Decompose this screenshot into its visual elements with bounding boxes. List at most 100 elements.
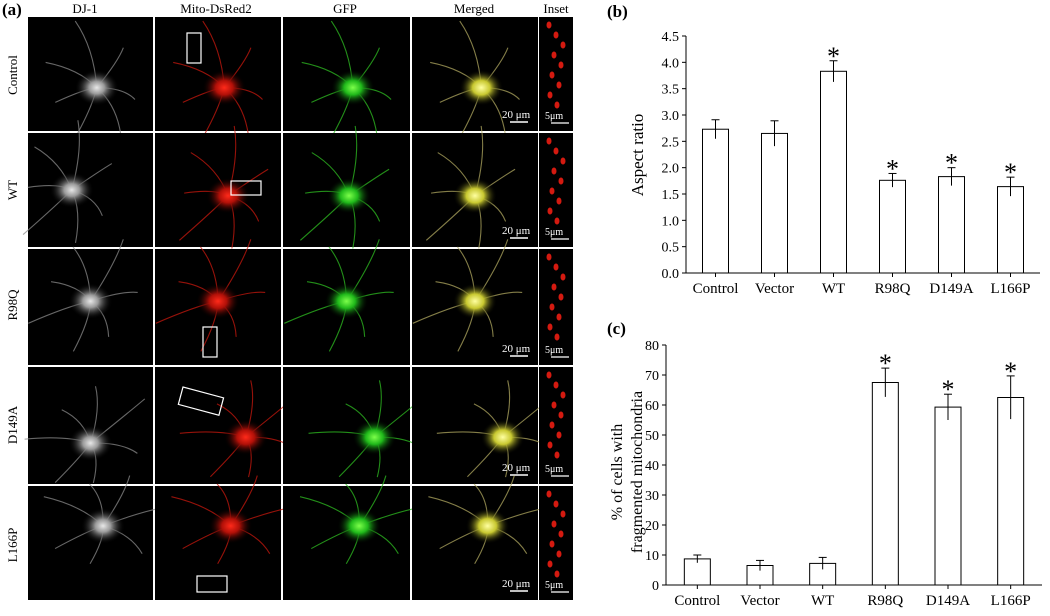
micrograph-grid: 20 μm 5μm 20 μm 5μm 20 μm 5μm 20 μm 5μm 20 μm 5μm — [22, 17, 573, 600]
x-tick-label: R98Q — [875, 281, 911, 297]
column-header-gfp: GFP — [333, 1, 357, 16]
bar-control — [683, 558, 711, 586]
x-tick-label: L166P — [991, 593, 1031, 609]
micrograph-r98q-gfp — [283, 239, 410, 365]
y-tick-label: 60 — [645, 399, 659, 414]
chart-c: 0 10 20 30 40 50 60 70 80 Control Vector WT * R98Q * D1… — [645, 339, 1042, 609]
row-label-r98q: R98Q — [5, 289, 20, 321]
micrograph-wt-mito-dsred2 — [155, 125, 281, 249]
x-tick-label: WT — [822, 281, 845, 297]
panel-c: (c) % of cells with fragmented mitochond… — [607, 319, 1042, 609]
y-tick-label: 70 — [645, 369, 659, 384]
micrograph-d149a-inset: 5μm — [539, 367, 573, 484]
x-tick-label: D149A — [926, 593, 970, 609]
significance-marker: * — [879, 349, 892, 378]
micrograph-d149a-mito-dsred2 — [155, 367, 301, 484]
panel-b: (b) Aspect ratio 0.0 0.5 1.0 1.5 2.0 2.5 3.0 3.… — [607, 2, 1040, 297]
x-tick-label: L166P — [990, 281, 1030, 297]
y-tick-label: 3.5 — [662, 83, 680, 98]
row-label-d149a: D149A — [5, 405, 20, 444]
significance-marker: * — [945, 149, 958, 178]
y-tick-label: 80 — [645, 339, 659, 354]
scale-bar-label: 20 μm — [502, 462, 531, 474]
inset-scale-bar-label: 5μm — [545, 345, 563, 356]
micrograph-r98q-merged: 20 μm — [412, 239, 538, 365]
x-tick-label: D149A — [929, 281, 973, 297]
bar-r98q — [871, 382, 899, 586]
y-tick-label: 1.0 — [662, 214, 680, 229]
micrograph-d149a-dj-1 — [24, 367, 153, 484]
micrograph-r98q-inset: 5μm — [539, 249, 573, 365]
column-header-merged: Merged — [454, 1, 495, 16]
significance-marker: * — [942, 375, 955, 404]
column-header-inset: Inset — [543, 1, 569, 16]
row-labels: Control WT R98Q D149A L166P — [5, 55, 20, 563]
y-tick-label: 4.5 — [662, 30, 680, 45]
column-headers: DJ-1 Mito-DsRed2 GFP Merged Inset — [72, 1, 569, 16]
micrograph-l166p-inset: 5μm — [539, 486, 573, 600]
micrograph-d149a-merged: 20 μm — [412, 367, 558, 484]
x-tick-label: WT — [811, 593, 834, 609]
y-tick-label: 40 — [645, 459, 659, 474]
micrograph-wt-merged: 20 μm — [412, 125, 538, 249]
y-tick-label: 2.5 — [662, 135, 680, 150]
x-tick-label: Control — [693, 281, 739, 297]
bar-wt — [820, 70, 847, 274]
significance-marker: * — [1004, 158, 1017, 187]
micrograph-wt-dj-1 — [22, 120, 153, 247]
scale-bar-label: 20 μm — [502, 578, 531, 590]
y-tick-label: 3.0 — [662, 109, 680, 124]
significance-marker: * — [886, 154, 899, 183]
row-label-control: Control — [5, 55, 20, 95]
panel-b-label: (b) — [607, 2, 628, 21]
panel-a: (a) DJ-1 Mito-DsRed2 GFP Merged Inset Co… — [2, 0, 573, 600]
micrograph-control-merged: 20 μm — [412, 17, 538, 148]
row-label-l166p: L166P — [5, 528, 20, 563]
bar-r98q — [879, 179, 906, 274]
scale-bar-label: 20 μm — [502, 225, 531, 237]
inset-scale-bar-label: 5μm — [545, 111, 563, 122]
inset-scale-bar-label: 5μm — [545, 464, 563, 475]
significance-marker: * — [827, 42, 840, 71]
scale-bar-label: 20 μm — [502, 109, 531, 121]
y-tick-label: 0.0 — [662, 267, 680, 282]
y-tick-label: 20 — [645, 519, 659, 534]
micrograph-l166p-gfp — [283, 475, 427, 600]
micrograph-l166p-mito-dsred2 — [155, 475, 298, 600]
inset-scale-bar-label: 5μm — [545, 580, 563, 591]
x-tick-label: Vector — [755, 281, 794, 297]
micrograph-control-inset: 5μm — [539, 17, 573, 131]
bar-vector — [761, 132, 788, 274]
micrograph-r98q-dj-1 — [28, 239, 153, 365]
y-tick-label: 4.0 — [662, 56, 680, 71]
micrograph-d149a-gfp — [283, 367, 430, 484]
y-tick-label: 0.5 — [662, 241, 680, 256]
y-tick-label: 30 — [645, 489, 659, 504]
y-tick-label: 2.0 — [662, 162, 680, 177]
column-header-mito-dsred2: Mito-DsRed2 — [180, 1, 252, 16]
micrograph-wt-gfp — [283, 125, 410, 249]
y-tick-label: 10 — [645, 549, 659, 564]
micrograph-control-gfp — [283, 17, 410, 148]
bar-control — [702, 128, 729, 274]
micrograph-control-dj-1 — [28, 17, 153, 148]
y-tick-label: 0 — [652, 579, 659, 594]
x-tick-label: R98Q — [867, 593, 903, 609]
micrograph-l166p-merged: 20 μm — [412, 475, 555, 600]
y-tick-label: 1.5 — [662, 188, 680, 203]
chart-c-ylabel-line1: % of cells with — [609, 424, 626, 520]
panel-c-label: (c) — [607, 319, 626, 338]
bar-l166p — [997, 186, 1024, 274]
micrograph-control-mito-dsred2 — [155, 17, 281, 148]
x-tick-label: Vector — [740, 593, 779, 609]
bar-d149a — [934, 406, 962, 586]
x-tick-label: Control — [674, 593, 720, 609]
significance-marker: * — [1004, 357, 1017, 386]
chart-b: 0.0 0.5 1.0 1.5 2.0 2.5 3.0 3.5 4.0 4.5 Control Vec… — [662, 30, 1040, 297]
column-header-dj1: DJ-1 — [72, 1, 97, 16]
scale-bar-label: 20 μm — [502, 343, 531, 355]
bar-d149a — [938, 176, 965, 274]
micrograph-wt-inset: 5μm — [539, 133, 573, 247]
inset-scale-bar-label: 5μm — [545, 227, 563, 238]
